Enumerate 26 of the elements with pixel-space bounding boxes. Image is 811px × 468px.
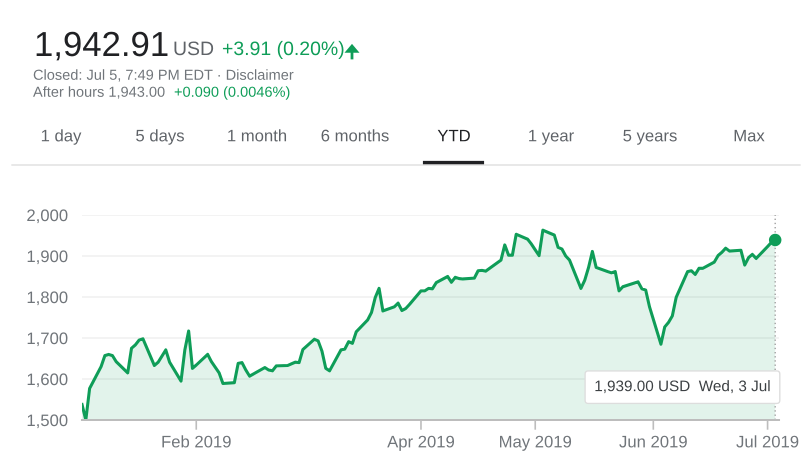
text: 5 years [623, 130, 677, 145]
chart-title: 1,942.91 [36, 32, 168, 60]
y-tick-label: 1,700 [28, 332, 68, 346]
text: After hours 1,943.00 [33, 86, 165, 99]
x-tick-label: Apr 2019 [387, 436, 454, 451]
y-tick-label: 2,000 [27, 209, 68, 224]
text: +0.090 (0.0046%) [174, 86, 290, 100]
x-tick-label: May 2019 [500, 436, 572, 451]
text: 1 month [228, 129, 286, 142]
y-tick-label: 1,600 [28, 373, 68, 388]
y-tick-label: 1,800 [28, 291, 68, 306]
y-tick-label: 1,900 [28, 250, 68, 264]
text: YTD [438, 130, 470, 142]
text: USD [174, 41, 214, 56]
text: +3.91 (0.20%) [222, 40, 344, 60]
x-tick-label: Feb 2019 [162, 435, 231, 448]
x-tick-label: Jun 2019 [619, 436, 687, 448]
y-tick-label: 1,500 [28, 414, 68, 428]
text: 5 days [136, 129, 184, 145]
x-tick-label: Jul 2019 [736, 435, 798, 448]
text: Closed: Jul 5, 7:49 PM EDT · Disclaimer [34, 69, 294, 82]
text: 6 months [322, 129, 389, 142]
text: 1 year [529, 130, 574, 145]
text: 1 day [42, 129, 82, 145]
annotation: 1,939.00 USD Wed, 3 Jul [595, 380, 770, 394]
text: Max [734, 130, 765, 142]
